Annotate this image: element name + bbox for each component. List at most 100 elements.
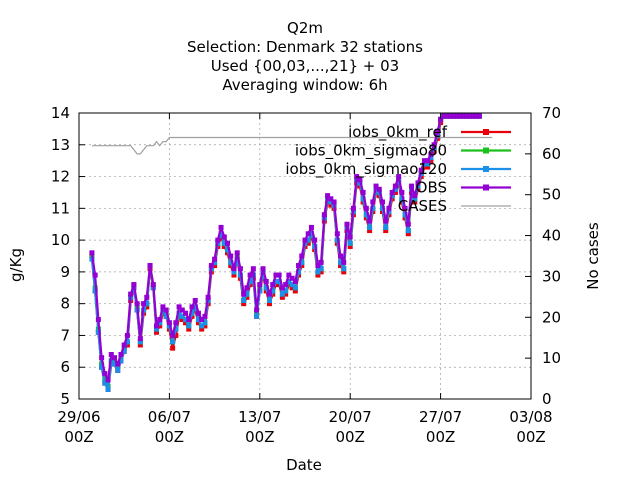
data-point-iobs_0km_sigmao120 xyxy=(347,240,353,246)
data-point-iobs_0km_ref xyxy=(289,285,295,291)
data-point-iobs_0km_sigmao120 xyxy=(425,161,431,167)
data-point-iobs_0km_sigmao120 xyxy=(286,278,292,284)
data-point-iobs_0km_sigmao120 xyxy=(186,323,192,329)
data-point-OBS xyxy=(315,263,321,269)
data-point-OBS xyxy=(379,199,385,205)
data-point-OBS xyxy=(402,205,408,211)
data-point-OBS xyxy=(144,294,150,300)
y2-tick-label: 10 xyxy=(542,349,561,367)
data-point-OBS xyxy=(363,205,369,211)
data-point-iobs_0km_ref xyxy=(338,263,344,269)
data-point-iobs_0km_ref xyxy=(157,323,163,329)
data-point-iobs_0km_ref xyxy=(279,294,285,300)
data-point-iobs_0km_ref xyxy=(425,164,431,170)
data-point-OBS xyxy=(367,218,373,224)
data-point-OBS xyxy=(386,205,392,211)
data-point-iobs_0km_sigmao120 xyxy=(241,297,247,303)
data-point-OBS xyxy=(296,263,302,269)
data-point-iobs_0km_sigmao120 xyxy=(173,326,179,332)
data-point-iobs_0km_sigmao120 xyxy=(305,237,311,243)
data-point-OBS xyxy=(225,240,231,246)
data-point-OBS xyxy=(360,189,366,195)
data-point-iobs_0km_ref xyxy=(283,291,289,297)
data-point-iobs_0km_ref xyxy=(221,243,227,249)
data-point-OBS xyxy=(279,285,285,291)
data-point-OBS xyxy=(409,183,415,189)
data-point-OBS xyxy=(163,307,169,313)
y-tick-label: 5 xyxy=(60,390,70,408)
data-point-OBS xyxy=(273,272,279,278)
data-point-OBS xyxy=(95,317,101,323)
data-point-OBS xyxy=(166,320,172,326)
data-point-OBS xyxy=(405,221,411,227)
data-point-OBS xyxy=(441,113,447,119)
data-point-iobs_0km_sigmao120 xyxy=(231,269,237,275)
data-point-iobs_0km_sigmao120 xyxy=(105,386,111,392)
y-tick-label: 10 xyxy=(51,231,70,249)
data-point-OBS xyxy=(228,253,234,259)
data-point-iobs_0km_sigmao120 xyxy=(102,380,108,386)
data-point-iobs_0km_sigmao120 xyxy=(176,310,182,316)
data-point-iobs_0km_sigmao120 xyxy=(367,224,373,230)
legend-label-iobs_0km_ref: iobs_0km_ref xyxy=(348,123,448,142)
data-point-iobs_0km_ref xyxy=(392,189,398,195)
data-series xyxy=(89,113,482,392)
data-point-iobs_0km_ref xyxy=(179,317,185,323)
data-point-OBS xyxy=(415,180,421,186)
data-point-iobs_0km_sigmao120 xyxy=(112,361,118,367)
data-point-OBS xyxy=(428,151,434,157)
data-point-iobs_0km_ref xyxy=(383,228,389,234)
data-point-iobs_0km_ref xyxy=(428,158,434,164)
data-point-OBS xyxy=(241,291,247,297)
data-point-iobs_0km_ref xyxy=(347,243,353,249)
data-point-OBS xyxy=(208,263,214,269)
data-point-iobs_0km_ref xyxy=(405,231,411,237)
data-point-iobs_0km_ref xyxy=(318,269,324,275)
legend-label-CASES: CASES xyxy=(398,197,447,215)
data-point-OBS xyxy=(467,113,473,119)
y2-tick-label: 30 xyxy=(542,267,561,285)
y-tick-label: 7 xyxy=(60,326,70,344)
data-point-OBS xyxy=(454,113,460,119)
x-axis-label: Date xyxy=(286,456,322,474)
legend-marker-iobs_0km_sigmao80 xyxy=(483,147,489,154)
data-point-iobs_0km_sigmao120 xyxy=(402,212,408,218)
y-tick-label: 14 xyxy=(51,104,70,122)
data-point-iobs_0km_ref xyxy=(183,320,189,326)
data-point-iobs_0km_sigmao120 xyxy=(341,266,347,272)
data-point-iobs_0km_sigmao120 xyxy=(308,231,314,237)
data-point-OBS xyxy=(108,352,114,358)
data-point-iobs_0km_sigmao120 xyxy=(266,297,272,303)
chart-subtitle-selection: Selection: Denmark 32 stations xyxy=(187,38,423,56)
data-point-iobs_0km_sigmao120 xyxy=(153,326,159,332)
data-point-OBS xyxy=(341,259,347,265)
data-point-OBS xyxy=(283,282,289,288)
data-point-OBS xyxy=(254,307,260,313)
data-point-OBS xyxy=(92,272,98,278)
data-point-OBS xyxy=(157,317,163,323)
data-point-iobs_0km_sigmao120 xyxy=(263,285,269,291)
data-point-OBS xyxy=(312,237,318,243)
y-tick-label: 8 xyxy=(60,295,70,313)
data-point-iobs_0km_sigmao120 xyxy=(234,256,240,262)
data-point-iobs_0km_sigmao120 xyxy=(99,364,105,370)
data-point-OBS xyxy=(257,282,263,288)
x-tick-label: 03/08 xyxy=(509,408,552,426)
data-point-OBS xyxy=(389,189,395,195)
data-point-OBS xyxy=(150,282,156,288)
data-point-iobs_0km_sigmao120 xyxy=(228,259,234,265)
data-point-OBS xyxy=(218,224,224,230)
legend-marker-iobs_0km_ref xyxy=(483,129,489,135)
data-point-iobs_0km_ref xyxy=(199,326,205,332)
data-point-iobs_0km_ref xyxy=(212,263,218,269)
data-point-iobs_0km_ref xyxy=(244,294,250,300)
data-point-OBS xyxy=(350,205,356,211)
data-point-OBS xyxy=(457,113,463,119)
y2-axis-label: No cases xyxy=(584,222,602,290)
y-axis-label: g/Kg xyxy=(7,248,25,282)
data-point-OBS xyxy=(308,224,314,230)
data-point-iobs_0km_sigmao120 xyxy=(163,313,169,319)
chart-subtitle-used: Used {00,03,...,21} + 03 xyxy=(211,57,399,75)
data-point-OBS xyxy=(202,313,208,319)
data-point-iobs_0km_ref xyxy=(144,304,150,310)
